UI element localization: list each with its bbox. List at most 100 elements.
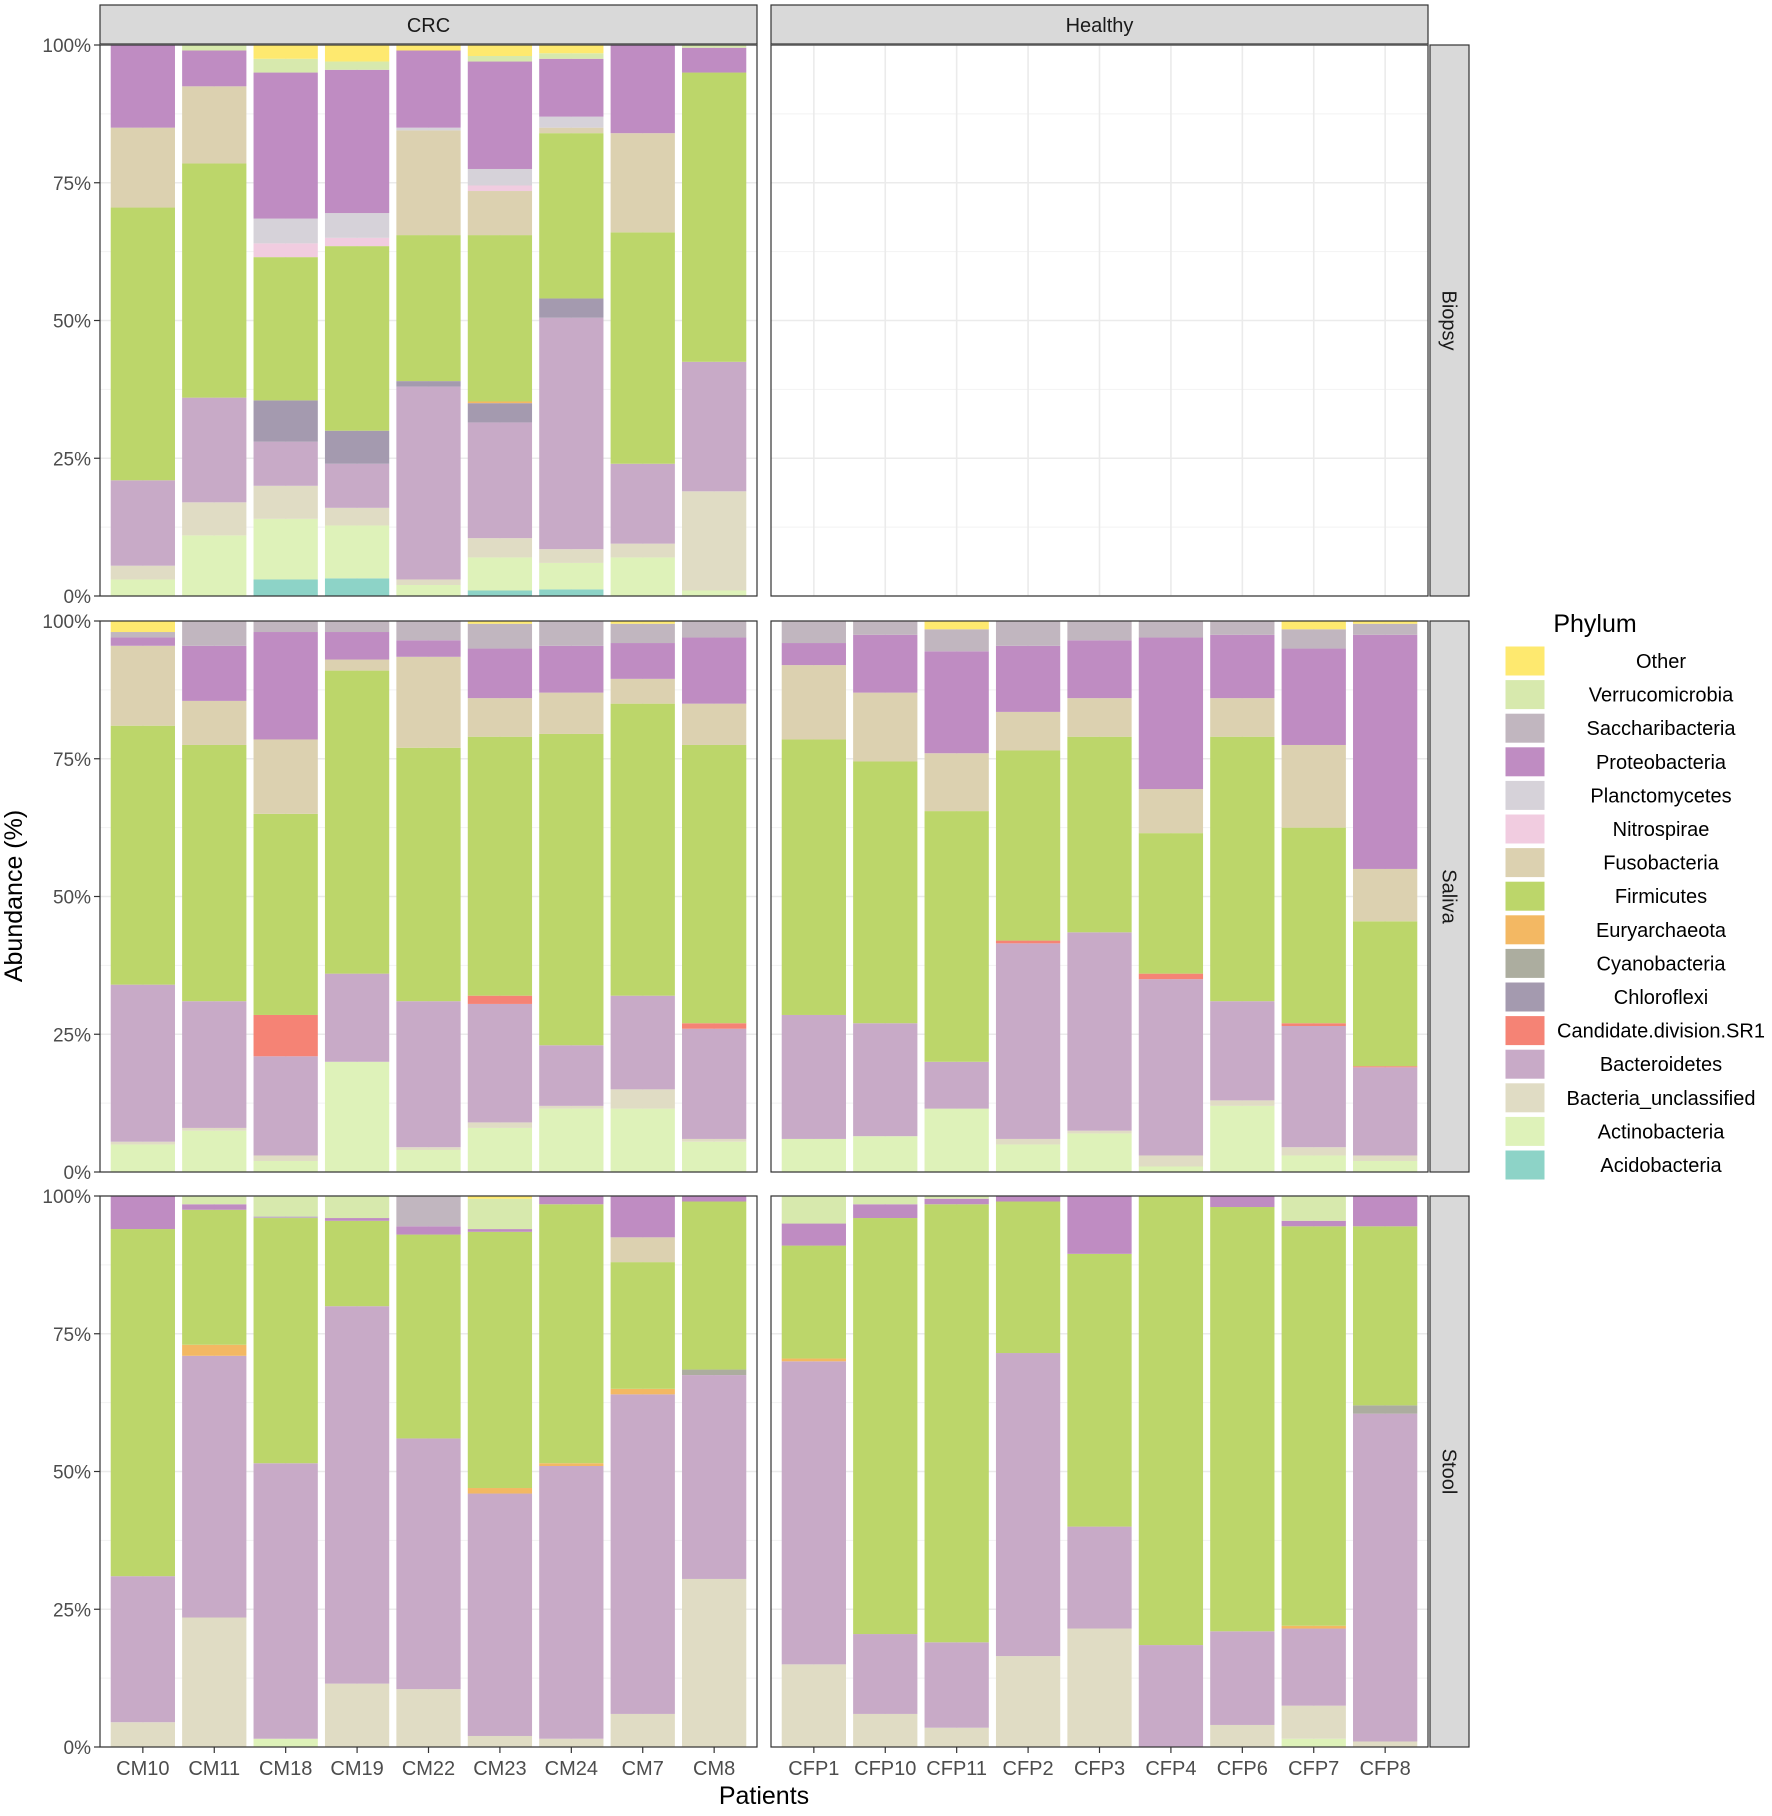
bar-segment-proteobacteria: CM10 Proteobacteria: 15% — [110, 45, 175, 128]
legend-key-euryarchaeota — [1504, 914, 1546, 946]
bar-segment-other: CM23 Other: 0.5% — [467, 621, 533, 624]
bar-segment-actinobacteria: CFP2 Actinobacteria: 5% — [995, 1144, 1061, 1172]
bar-segment-proteobacteria: CM10 Proteobacteria: 6% — [110, 1196, 175, 1230]
legend-key-cyanobacteria — [1504, 947, 1546, 979]
bar-segment-bacteria-unclassified: CM7 Bacteria_unclassified: 2.5% — [610, 543, 675, 558]
bar-cfp4: CFP4 Bacteroidetes: 18.5%CFP4 Firmicutes… — [1138, 1196, 1204, 1747]
x-tick-label: CM22 — [402, 1758, 455, 1780]
panel-healthy-biopsy — [770, 44, 1429, 597]
bar-segment-fusobacteria: CM10 Fusobacteria: 14.5% — [110, 127, 175, 208]
bar-segment-proteobacteria: CFP3 Proteobacteria: 10.5% — [1067, 640, 1132, 699]
y-tick-label: 50% — [53, 312, 91, 333]
bar-segment-proteobacteria: CM11 Proteobacteria: 1% — [182, 1204, 247, 1210]
bar-segment-verrucomicrobia: CM18 Verrucomicrobia: 2.5% — [253, 58, 318, 73]
bar-segment-bacteria-unclassified: CM23 Bacteria_unclassified: 1% — [467, 1122, 533, 1128]
bar-segment-euryarchaeota: CM23 Euryarchaeota: 0.3% — [467, 401, 533, 404]
bar-segment-actinobacteria: CM7 Actinobacteria: 11.5% — [610, 1108, 675, 1172]
legend-key-verrucomicrobia — [1504, 679, 1546, 711]
bar-segment-actinobacteria: CM22 Actinobacteria: 2% — [396, 584, 461, 596]
bar-segment-firmicutes: CM7 Firmicutes: 53% — [610, 703, 675, 996]
panel-crc-biopsy: CM10 Actinobacteria: 3%CM10 Bacteria_unc… — [99, 44, 758, 597]
bar-segment-actinobacteria: CM10 Actinobacteria: 3% — [110, 579, 175, 596]
bar-segment-other: CM22 Other: 1% — [396, 45, 461, 51]
legend-label: Chloroflexi — [1614, 987, 1708, 1009]
bar-segment-proteobacteria: CM19 Proteobacteria: 0.5% — [324, 1218, 390, 1221]
bar-segment-proteobacteria: CM22 Proteobacteria: 1.5% — [396, 1226, 461, 1235]
bar-segment-bacteroidetes: CM19 Bacteroidetes: 8% — [324, 463, 390, 508]
bar-segment-proteobacteria: CFP6 Proteobacteria: 2% — [1210, 1196, 1275, 1208]
bar-segment-proteobacteria: CM19 Proteobacteria: 5% — [324, 632, 390, 660]
bar-segment-firmicutes: CM23 Firmicutes: 30.2% — [467, 235, 533, 402]
panel-crc-stool: CM10 Bacteria_unclassified: 4.5%CM10 Bac… — [99, 1195, 758, 1748]
bar-segment-actinobacteria: CM8 Actinobacteria: 1% — [682, 590, 747, 596]
legend-key-actinobacteria — [1504, 1115, 1546, 1147]
bar-segment-bacteroidetes: CFP11 Bacteroidetes: 8.5% — [924, 1061, 989, 1109]
bar-segment-firmicutes: CFP4 Firmicutes: 81.5% — [1138, 1196, 1204, 1646]
bar-segment-firmicutes: CM19 Firmicutes: 15.5% — [324, 1220, 390, 1307]
bar-segment-bacteria-unclassified: CM19 Bacteria_unclassified: 3.2% — [324, 507, 390, 526]
bar-segment-actinobacteria: CM24 Actinobacteria: 11.5% — [539, 1108, 604, 1172]
facet-label-row: Biopsy — [1438, 290, 1460, 350]
bar-segment-candidate-division-sr1: CFP2 Candidate.division.SR1: 0.5% — [995, 940, 1061, 944]
bar-segment-firmicutes: CM24 Firmicutes: 47% — [539, 1204, 604, 1464]
bar-segment-actinobacteria: CM11 Actinobacteria: 11% — [182, 535, 247, 596]
bar-segment-saccharibacteria: CFP8 Saccharibacteria: 2% — [1353, 623, 1418, 635]
bar-segment-actinobacteria: CM24 Actinobacteria: 4.8% — [539, 562, 604, 590]
bar-segment-bacteria-unclassified: CM11 Bacteria_unclassified: 0.5% — [182, 1127, 247, 1131]
bar-segment-bacteria-unclassified: CFP2 Bacteria_unclassified: 16.5% — [995, 1656, 1061, 1747]
legend-label: Euryarchaeota — [1596, 920, 1727, 942]
bar-segment-nitrospirae: CM18 Nitrospirae: 2.5% — [253, 243, 318, 258]
bar-segment-actinobacteria: CFP3 Actinobacteria: 7% — [1067, 1133, 1132, 1172]
legend-label: Nitrospirae — [1613, 819, 1710, 841]
bar-segment-firmicutes: CM23 Firmicutes: 46.5% — [467, 1231, 533, 1489]
bar-segment-bacteroidetes: CFP6 Bacteroidetes: 17% — [1210, 1631, 1275, 1725]
bar-segment-firmicutes: CFP4 Firmicutes: 25.5% — [1138, 833, 1204, 974]
bar-segment-saccharibacteria: CM22 Saccharibacteria: 3.5% — [396, 621, 461, 641]
bar-segment-chloroflexi: CM19 Chloroflexi: 6% — [324, 430, 390, 464]
bar-segment-bacteria-unclassified: CM19 Bacteria_unclassified: 11.5% — [324, 1683, 390, 1747]
bar-segment-bacteria-unclassified: CFP6 Bacteria_unclassified: 1% — [1210, 1100, 1275, 1106]
bar-segment-verrucomicrobia: CM18 Verrucomicrobia: 3.7% — [253, 1196, 318, 1217]
panel-border — [99, 44, 758, 597]
bar-segment-saccharibacteria: CM19 Saccharibacteria: 2% — [324, 621, 390, 633]
bar-segment-saccharibacteria: CFP3 Saccharibacteria: 3.5% — [1067, 621, 1132, 641]
legend-label: Bacteroidetes — [1600, 1054, 1722, 1076]
bar-segment-proteobacteria: CM7 Proteobacteria: 6.5% — [610, 643, 675, 679]
bar-segment-proteobacteria: CM11 Proteobacteria: 6.5% — [182, 50, 247, 87]
bar-segment-proteobacteria: CM11 Proteobacteria: 10% — [182, 645, 247, 701]
bar-segment-proteobacteria: CM24 Proteobacteria: 1.5% — [539, 1196, 604, 1205]
bar-segment-other: CM18 Other: 2.5% — [253, 45, 318, 59]
bar-segment-bacteria-unclassified: CFP11 Bacteria_unclassified: 3.5% — [924, 1727, 989, 1747]
bar-segment-chloroflexi: CM24 Chloroflexi: 3.5% — [539, 298, 604, 318]
bar-segment-saccharibacteria: CFP1 Saccharibacteria: 4% — [781, 621, 846, 644]
bar-segment-proteobacteria: CFP8 Proteobacteria: 42.5% — [1353, 634, 1418, 869]
bar-segment-other: CM10 Other: 2% — [110, 621, 175, 633]
bar-segment-saccharibacteria: CM10 Saccharibacteria: 1% — [110, 632, 175, 638]
bar-segment-actinobacteria: CFP4 Actinobacteria: 1% — [1138, 1166, 1204, 1172]
bar-cfp4: CFP4 Actinobacteria: 1%CFP4 Bacteria_unc… — [1138, 621, 1204, 1172]
bar-segment-bacteria-unclassified: CFP2 Bacteria_unclassified: 1% — [995, 1138, 1061, 1145]
y-tick-label: 50% — [53, 888, 91, 909]
bar-segment-bacteroidetes: CM10 Bacteroidetes: 26.5% — [110, 1576, 175, 1723]
bar-segment-fusobacteria: CM18 Fusobacteria: 13.5% — [253, 739, 318, 814]
bar-segment-firmicutes: CM22 Firmicutes: 37% — [396, 1234, 461, 1439]
bar-segment-bacteroidetes: CM19 Bacteroidetes: 16% — [324, 973, 390, 1062]
bar-segment-verrucomicrobia: CFP7 Verrucomicrobia: 4.5% — [1281, 1196, 1346, 1221]
bar-segment-fusobacteria: CM19 Fusobacteria: 2% — [324, 659, 390, 671]
bar-segment-actinobacteria: CM11 Actinobacteria: 7.5% — [182, 1130, 247, 1172]
bar-segment-verrucomicrobia: CM19 Verrucomicrobia: 1.5% — [324, 61, 390, 70]
x-tick-label: CFP4 — [1145, 1758, 1196, 1780]
bar-segment-fusobacteria: CM8 Fusobacteria: 7.5% — [682, 703, 747, 745]
bar-segment-bacteria-unclassified: CM11 Bacteria_unclassified: 6% — [182, 502, 247, 536]
x-axis-label: Patients — [719, 1782, 809, 1810]
bar-segment-proteobacteria: CM8 Proteobacteria: 12% — [682, 637, 747, 704]
bar-segment-bacteroidetes: CFP2 Bacteroidetes: 35.5% — [995, 943, 1061, 1139]
bar-segment-proteobacteria: CM23 Proteobacteria: 0.5% — [467, 1229, 533, 1232]
bar-segment-bacteroidetes: CM10 Bacteroidetes: 28.5% — [110, 984, 175, 1142]
bar-segment-saccharibacteria: CM18 Saccharibacteria: 0.3% — [253, 1216, 318, 1219]
bar-segment-bacteria-unclassified: CFP8 Bacteria_unclassified: 1% — [1353, 1155, 1418, 1161]
bar-segment-actinobacteria: CM23 Actinobacteria: 6% — [467, 557, 533, 591]
bar-segment-proteobacteria: CM10 Proteobacteria: 1.5% — [110, 637, 175, 646]
bar-segment-verrucomicrobia: CM8 Verrucomicrobia: 0.5% — [682, 45, 747, 48]
bar-segment-firmicutes: CM18 Firmicutes: 36.5% — [253, 813, 318, 1015]
